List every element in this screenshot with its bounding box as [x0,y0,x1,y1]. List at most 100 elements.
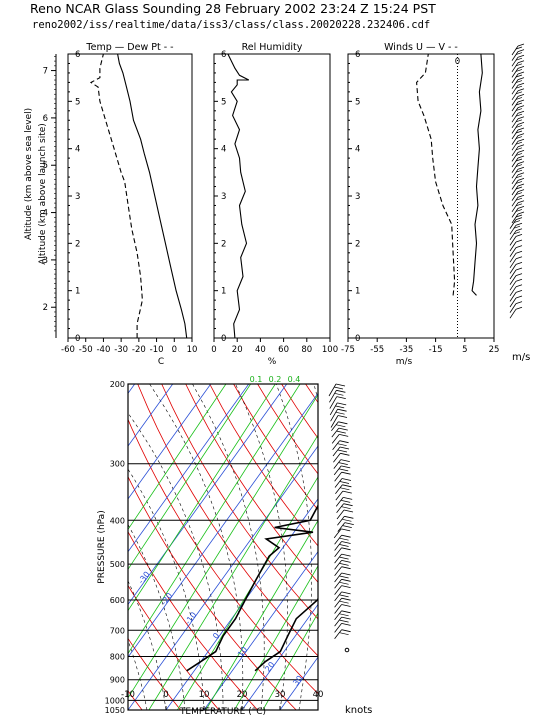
x-tick-label: 40 [255,345,266,355]
y-tick-label: 5 [355,97,360,107]
pressure-tick-label: 800 [110,653,125,662]
wind-barb-flag [337,402,347,406]
y-tick-label: 1 [75,287,80,297]
wind-barb-staff [511,140,519,151]
y-tick-label: 0 [75,334,80,344]
wind-barb-flag [515,141,523,145]
wind-barb-staff [334,585,342,595]
dry-adiabat [233,384,318,511]
wind-barb-flag [341,560,351,563]
wind-barb-flag [517,127,525,131]
wind-barb-flag [517,200,525,204]
wind-barb-flag [517,94,525,97]
wind-barb-flag [339,613,349,617]
pressure-tick-label: 1000 [105,696,125,705]
wind-barb-flag [339,544,349,547]
y-tick-label: 0 [221,334,226,344]
wind-barb-staff [509,236,517,246]
agl-altitude-label: Altitude (km above launch site) [38,123,48,265]
wind-barb-staff [333,459,342,469]
wind-barb-flag [517,138,525,142]
panel-title: Winds U — V - - [384,42,458,53]
mixing-ratio-line [128,384,227,531]
x-tick-label: -20 [132,345,146,355]
winds-uv-panel: 0 1 2 3 4 5 6 -75 -55 -35 -15 5 25 Winds U — V - - m/s… [341,42,499,367]
y-tick-label: 6 [221,50,226,60]
moist-adiabat [0,384,52,710]
wind-barb-flag [517,144,525,148]
wind-barb-flag [515,278,523,282]
wind-barb-staff [334,471,342,482]
mixing-ratio-label: 0.2 [269,375,282,384]
wind-barb-staff [511,163,519,173]
wind-barb-staff [509,241,517,252]
wind-barb-staff [511,129,519,140]
skew-t-plot-area [0,384,536,710]
wind-barb-flag [338,421,348,425]
wind-barb-flag [515,192,523,195]
x-tick-label: 10 [187,345,198,355]
x-axis-label: C [158,357,164,367]
wind-barb-staff [336,509,345,520]
wind-barb-staff [334,616,342,627]
moist-adiabat [128,523,186,710]
wind-barb-flag [339,600,349,604]
data-file-path: reno2002/iss/realtime/data/iss3/class/cl… [32,19,430,31]
wind-barb-staff [335,484,343,495]
wind-barb-staff [334,629,342,639]
wind-barb-staff [332,440,340,450]
wind-barb-flag [517,110,525,114]
wind-barb-staff [333,528,342,539]
wind-barb-flag [515,239,523,243]
wind-barb-staff [511,185,519,196]
wind-barb-staff [511,196,519,207]
pressure-tick-label: 400 [110,516,125,525]
wind-barb-flag [341,572,351,576]
wind-barb-flag [515,63,523,67]
wind-barb-staff [511,112,519,123]
wind-barb-flag [340,487,350,491]
dry-adiabat [257,384,318,475]
skew-t-frame [127,383,319,711]
skew-t-wind-barbs [328,383,354,653]
wind-barb-flag [341,553,351,557]
wind-barb-staff [331,434,340,444]
isotherm-label: -20 [159,591,174,607]
wind-barb-flag [339,619,349,623]
wind-barb-staff [511,68,519,78]
mixing-ratio-line [234,565,318,710]
wind-barb-staff [509,292,517,302]
wind-barb-staff [329,390,337,403]
asl-tick-label: 3 [43,256,48,266]
wind-barb-flag [517,60,525,64]
wind-barb-staff [511,146,519,157]
y-tick-label: 3 [221,192,226,202]
dry-adiabat [0,384,65,710]
series-line-u [471,53,483,296]
wind-barb-flag [341,471,351,475]
y-tick-label: 4 [221,145,226,155]
asl-tick-label: 5 [43,161,48,171]
series-line-temp [117,53,188,339]
wind-barb-flag [339,481,350,484]
y-tick-label: 0 [355,334,360,344]
x-tick-label: 20 [232,345,243,355]
wind-barb-flag [515,197,523,201]
isotherm [128,392,318,658]
dry-adiabat [128,584,220,710]
wind-barb-flag [341,566,351,570]
wind-barb-flag [515,301,523,304]
wind-barb-flag [515,136,523,139]
wind-barb-flag [517,116,525,120]
wind-barb-flag [517,122,525,125]
wind-barb-flag [338,462,348,465]
wind-barb-flag [341,585,351,588]
x-axis-label: m/s [396,357,413,367]
wind-barb-flag [517,54,525,58]
wind-barb-staff [337,522,346,532]
wind-barb-flag [342,484,352,488]
wind-barb-flag [515,113,523,117]
dry-adiabat [354,384,536,710]
wind-barb-staff [511,51,519,61]
